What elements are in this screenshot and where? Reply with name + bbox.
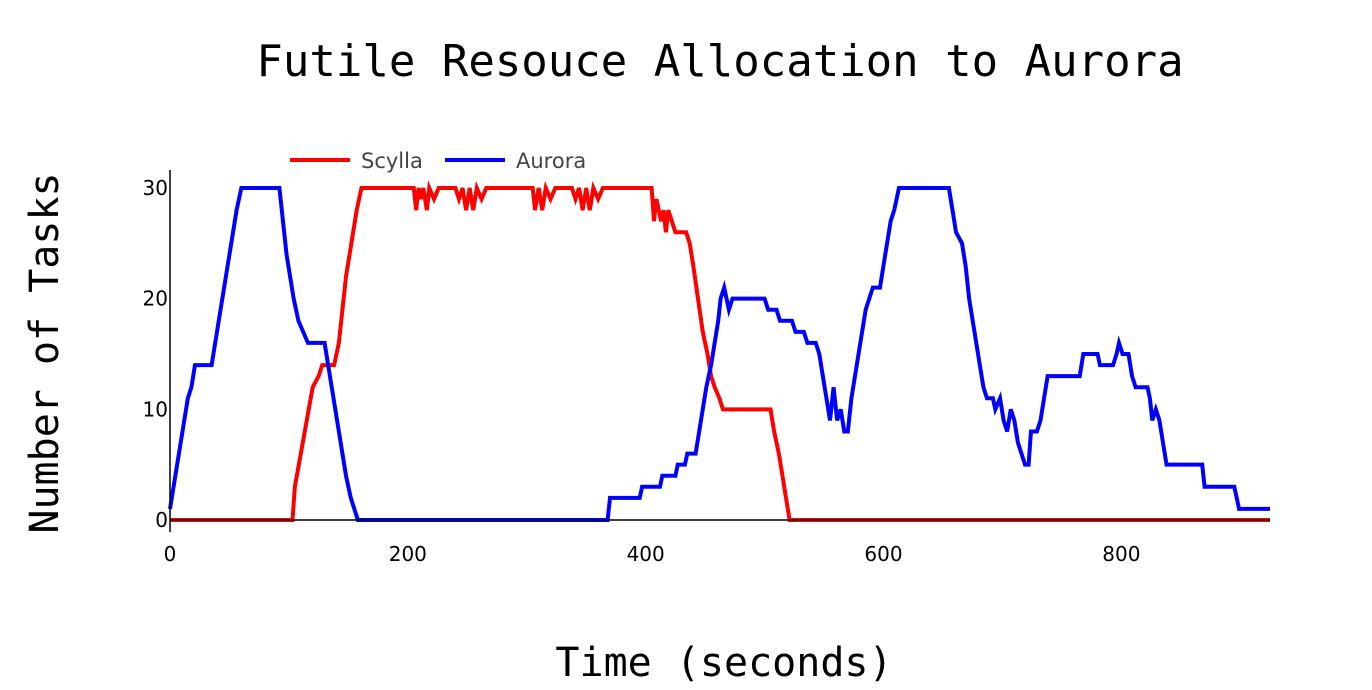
y-tick-label: 0 bbox=[155, 508, 168, 532]
plot-area: 0 200 400 600 800 0 10 20 30 bbox=[143, 170, 1270, 566]
x-tick-label: 400 bbox=[627, 542, 665, 566]
y-axis-title: Number of Tasks bbox=[22, 172, 68, 533]
x-tick-label: 0 bbox=[164, 542, 177, 566]
y-tick-label: 30 bbox=[143, 176, 168, 200]
y-tick-label: 20 bbox=[143, 287, 168, 311]
legend: Scylla Aurora bbox=[290, 149, 586, 173]
series-line-aurora bbox=[168, 186, 1270, 522]
legend-item-scylla[interactable]: Scylla bbox=[290, 149, 423, 173]
x-tick-label: 600 bbox=[864, 542, 902, 566]
legend-label: Scylla bbox=[361, 149, 423, 173]
legend-label: Aurora bbox=[516, 149, 586, 173]
y-tick-label: 10 bbox=[143, 397, 168, 421]
x-tick-label: 800 bbox=[1102, 542, 1140, 566]
series-layer bbox=[168, 180, 1270, 522]
x-axis-title: Time (seconds) bbox=[555, 640, 892, 686]
chart-title: Futile Resouce Allocation to Aurora bbox=[256, 36, 1183, 87]
y-axis-ticks: 0 10 20 30 bbox=[143, 176, 168, 532]
series-line-scylla bbox=[170, 180, 1270, 522]
legend-item-aurora[interactable]: Aurora bbox=[445, 149, 586, 173]
x-axis-ticks: 0 200 400 600 800 bbox=[164, 542, 1141, 566]
x-tick-label: 200 bbox=[389, 542, 427, 566]
